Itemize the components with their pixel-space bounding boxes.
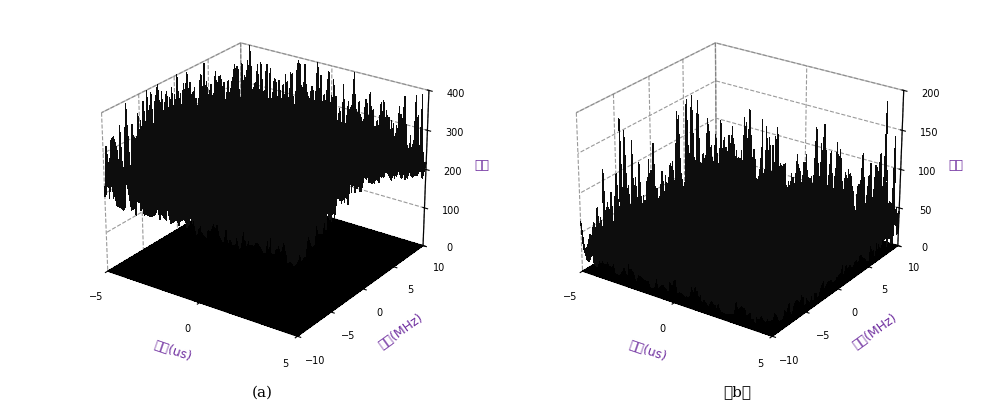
X-axis label: 时延(us): 时延(us): [152, 339, 193, 364]
X-axis label: 时延(us): 时延(us): [627, 339, 668, 364]
Title: （b）: （b）: [723, 385, 751, 399]
Title: (a): (a): [252, 385, 273, 399]
Y-axis label: 频偏(MHz): 频偏(MHz): [851, 311, 900, 352]
Y-axis label: 频偏(MHz): 频偏(MHz): [376, 311, 425, 352]
